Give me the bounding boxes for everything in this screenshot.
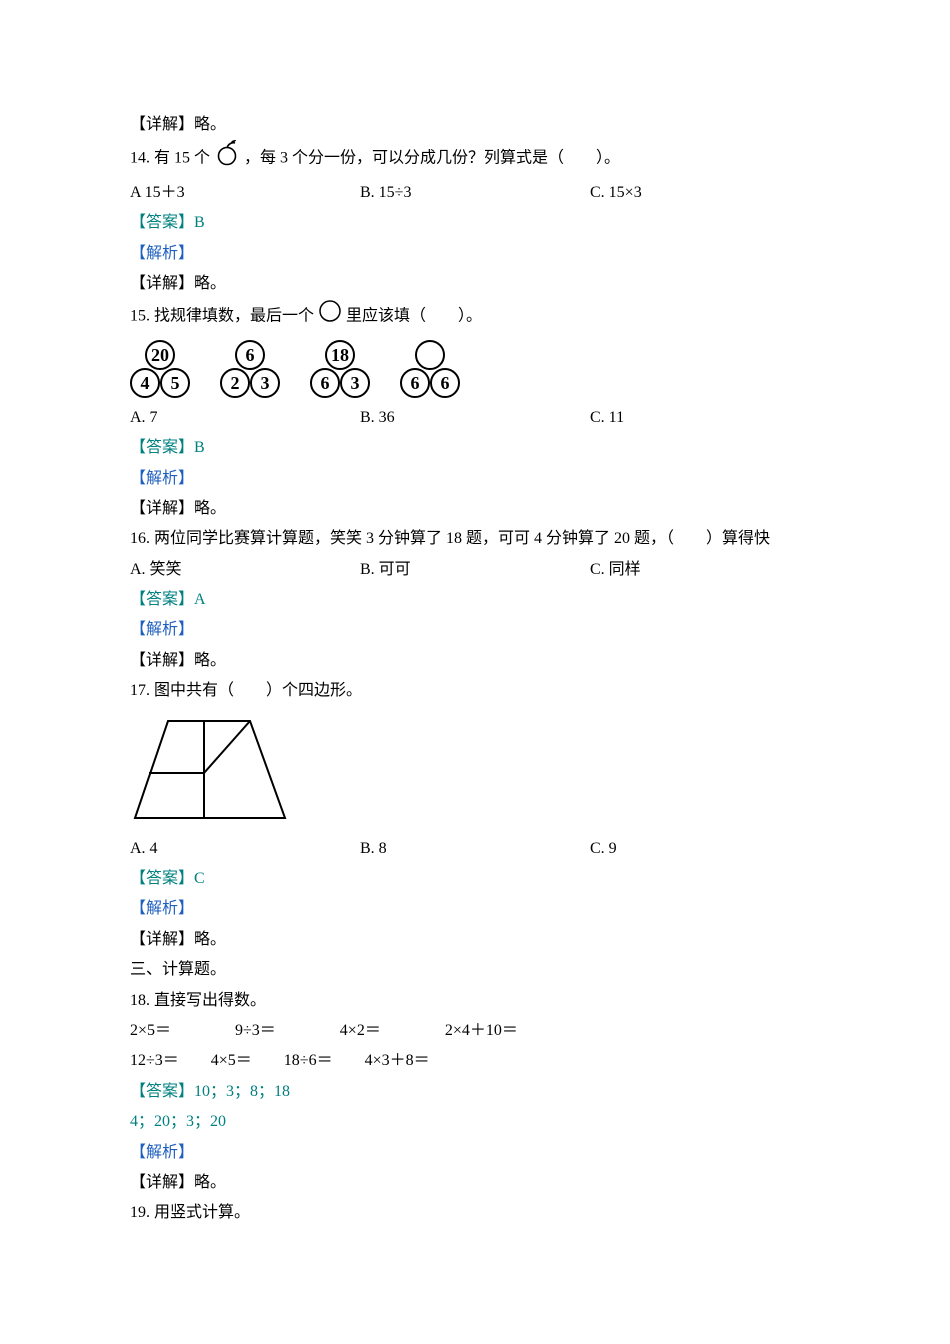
section-3-title: 三、计算题。 — [130, 955, 820, 985]
q15-ans-val: B — [194, 439, 205, 456]
q14-stem-b: ，每 3 个分一份，可以分成几份？列算式是（ ）。 — [244, 150, 620, 167]
q15-figure: 20 4 5 6 2 3 18 6 3 — [130, 335, 820, 403]
q-pre-detail: 【详解】略。 — [130, 110, 820, 140]
q15-g2-l: 2 — [231, 373, 240, 393]
q15-optC: C. 11 — [590, 403, 820, 433]
q18-answer-2: 4；20；3；20 — [130, 1107, 820, 1137]
q18-detail: 【详解】略。 — [130, 1168, 820, 1198]
answer-label: 【答案】 — [130, 591, 194, 608]
q17-answer: 【答案】C — [130, 864, 820, 894]
q14-stem-a: 14. 有 15 个 — [130, 150, 210, 167]
q16-optC: C. 同样 — [590, 555, 820, 585]
q15-g4-r: 6 — [441, 373, 450, 393]
q15-detail: 【详解】略。 — [130, 494, 820, 524]
q14-stem: 14. 有 15 个 ，每 3 个分一份，可以分成几份？列算式是（ ）。 — [130, 140, 820, 177]
q14-options: A 15＋3 B. 15÷3 C. 15×3 — [130, 178, 820, 208]
q16-optA: A. 笑笑 — [130, 555, 360, 585]
q15-g3-r: 3 — [351, 373, 360, 393]
q15-stem-b: 里应该填（ ）。 — [346, 308, 482, 325]
q16-analysis: 【解析】 — [130, 615, 820, 645]
q17-ans-val: C — [194, 870, 205, 887]
q15-g1-r: 5 — [171, 373, 180, 393]
q15-g1-l: 4 — [141, 373, 150, 393]
q14-optB: B. 15÷3 — [360, 178, 590, 208]
answer-label: 【答案】 — [130, 439, 194, 456]
q15-g2-r: 3 — [261, 373, 270, 393]
q17-detail: 【详解】略。 — [130, 925, 820, 955]
q15-g3-top: 18 — [331, 345, 349, 365]
answer-label: 【答案】 — [130, 870, 194, 887]
q15-options: A. 7 B. 36 C. 11 — [130, 403, 820, 433]
q14-ans-val: B — [194, 214, 205, 231]
q19-title: 19. 用竖式计算。 — [130, 1198, 820, 1228]
q15-g3-l: 6 — [321, 373, 330, 393]
q17-figure — [130, 707, 820, 834]
q16-options: A. 笑笑 B. 可可 C. 同样 — [130, 555, 820, 585]
q15-optA: A. 7 — [130, 403, 360, 433]
q15-g4-l: 6 — [411, 373, 420, 393]
q18-answer-1: 【答案】10；3；8；18 — [130, 1077, 820, 1107]
q14-optA: A 15＋3 — [130, 178, 360, 208]
q16-optB: B. 可可 — [360, 555, 590, 585]
q17-optA: A. 4 — [130, 834, 360, 864]
q17-options: A. 4 B. 8 C. 9 — [130, 834, 820, 864]
q17-stem: 17. 图中共有（ ）个四边形。 — [130, 676, 820, 706]
q17-analysis: 【解析】 — [130, 894, 820, 924]
q18-ans1: 10；3；8；18 — [194, 1083, 290, 1100]
q18-row1: 2×5＝ 9÷3＝ 4×2＝ 2×4＋10＝ — [130, 1016, 820, 1046]
q17-optB: B. 8 — [360, 834, 590, 864]
q18-row2: 12÷3＝ 4×5＝ 18÷6＝ 4×3＋8＝ — [130, 1046, 820, 1076]
q17-optC: C. 9 — [590, 834, 820, 864]
q16-answer: 【答案】A — [130, 585, 820, 615]
circle-icon — [318, 299, 342, 334]
q14-analysis: 【解析】 — [130, 239, 820, 269]
q18-title: 18. 直接写出得数。 — [130, 986, 820, 1016]
answer-label: 【答案】 — [130, 214, 194, 231]
q18-analysis: 【解析】 — [130, 1138, 820, 1168]
q15-optB: B. 36 — [360, 403, 590, 433]
q16-stem: 16. 两位同学比赛算计算题，笑笑 3 分钟算了 18 题，可可 4 分钟算了 … — [130, 524, 820, 554]
q16-detail: 【详解】略。 — [130, 646, 820, 676]
q15-stem: 15. 找规律填数，最后一个 里应该填（ ）。 — [130, 299, 820, 334]
q15-analysis: 【解析】 — [130, 464, 820, 494]
q15-g1-top: 20 — [151, 345, 169, 365]
q14-optC: C. 15×3 — [590, 178, 820, 208]
q16-ans-val: A — [194, 591, 206, 608]
q15-g2-top: 6 — [246, 345, 255, 365]
apple-icon — [214, 140, 240, 177]
q14-detail: 【详解】略。 — [130, 269, 820, 299]
answer-label: 【答案】 — [130, 1083, 194, 1100]
q15-answer: 【答案】B — [130, 433, 820, 463]
q15-stem-a: 15. 找规律填数，最后一个 — [130, 308, 314, 325]
q14-answer: 【答案】B — [130, 208, 820, 238]
